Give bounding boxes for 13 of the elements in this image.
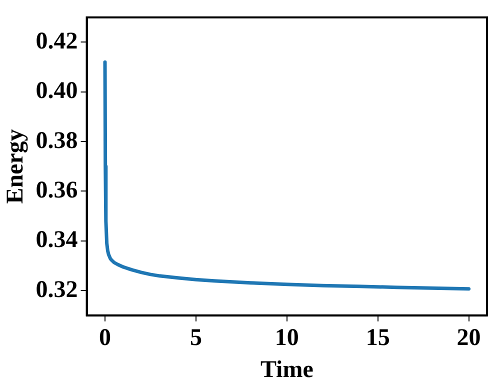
y-tick-label: 0.32: [36, 276, 78, 303]
x-tick-label: 15: [366, 325, 390, 352]
y-tick-label: 0.40: [36, 78, 78, 104]
x-tick-label: 0: [98, 325, 111, 352]
x-axis-title: Time: [260, 356, 314, 383]
y-tick-label: 0.36: [36, 177, 78, 204]
x-tick-label: 10: [274, 325, 299, 352]
y-tick-label: 0.34: [36, 227, 78, 254]
y-axis-title: Energy: [2, 129, 29, 204]
y-tick-label: 0.42: [36, 28, 78, 54]
y-tick-label: 0.38: [36, 128, 78, 154]
x-tick-label: 20: [456, 325, 481, 352]
x-tick-label: 5: [190, 325, 202, 352]
